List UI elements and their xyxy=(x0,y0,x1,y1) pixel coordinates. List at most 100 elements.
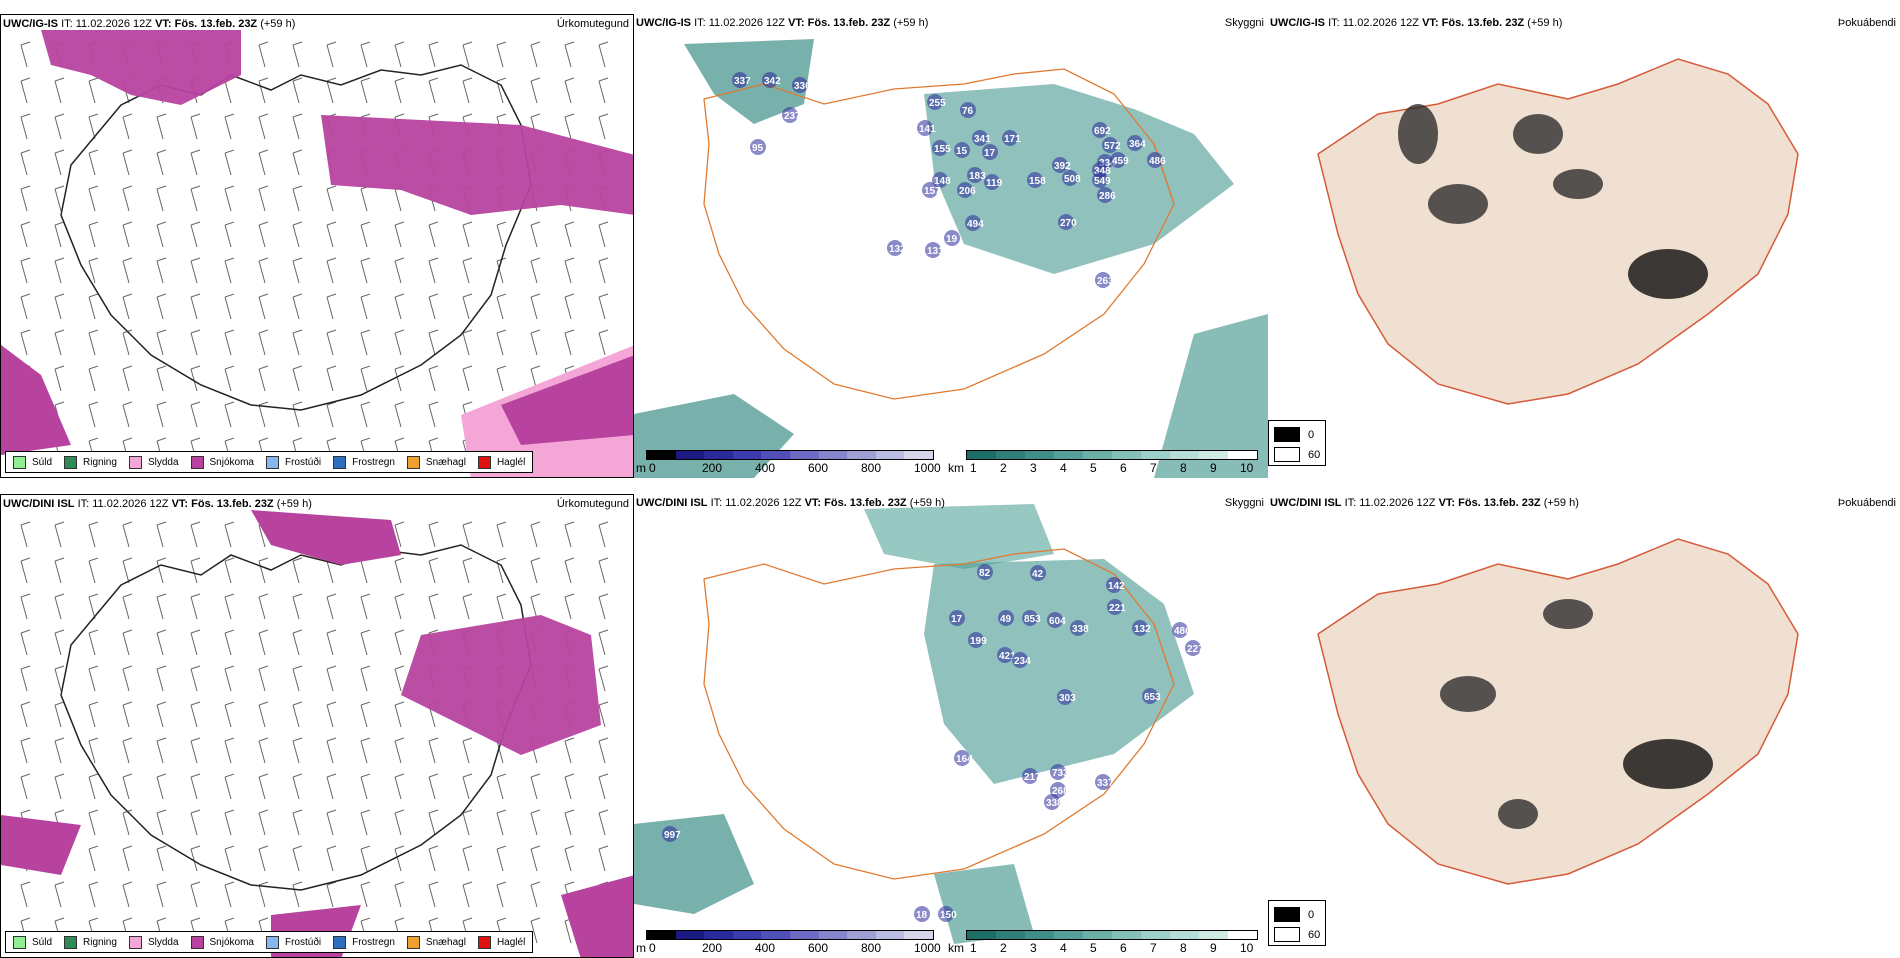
colorbar-tick: 0 xyxy=(649,461,656,475)
wind-barb xyxy=(428,848,436,872)
wind-barb-tick xyxy=(428,521,439,526)
cloud-base-label: 336 xyxy=(794,81,811,92)
wind-barb xyxy=(54,152,62,176)
wind-barb xyxy=(598,560,606,584)
wind-barb-tick xyxy=(224,917,235,922)
wind-barb-tick xyxy=(394,365,405,370)
wind-barb-tick xyxy=(292,293,303,298)
cloud-base-dot xyxy=(732,72,748,88)
panel-title: Þokuábendi xyxy=(1837,497,1896,509)
cloud-base-dot xyxy=(1022,610,1038,626)
wind-barb xyxy=(496,80,504,104)
wind-barb xyxy=(224,884,232,908)
wind-barb-tick xyxy=(394,293,405,298)
fog-legend-row: 60 xyxy=(1274,447,1320,462)
wind-barb xyxy=(224,668,232,692)
legend-item: Snæhagl xyxy=(406,935,466,949)
wind-barb xyxy=(88,596,96,620)
wind-barb-tick xyxy=(224,329,235,334)
wind-barb xyxy=(258,596,266,620)
wind-barb xyxy=(292,776,300,800)
wind-barb xyxy=(54,884,62,908)
wind-barb xyxy=(360,560,368,584)
wind-barb-tick xyxy=(428,557,439,562)
cloud-base-dot xyxy=(782,107,798,123)
legend-swatch xyxy=(13,455,26,469)
wind-barb xyxy=(496,260,504,284)
legend-label: Rigning xyxy=(83,456,117,468)
wind-barb-tick xyxy=(190,557,201,562)
colorbar-tick: 3 xyxy=(1030,941,1037,955)
wind-barb xyxy=(326,560,334,584)
wind-barb-tick xyxy=(496,809,507,814)
wind-barb xyxy=(326,188,334,212)
wind-barb xyxy=(462,260,470,284)
wind-barb xyxy=(190,404,198,428)
legend-item: Súld xyxy=(13,455,52,469)
fog-legend-label: 60 xyxy=(1308,448,1321,461)
wind-barb xyxy=(496,524,504,548)
wind-barb xyxy=(20,704,28,728)
wind-barb xyxy=(258,116,266,140)
wind-barb xyxy=(190,188,198,212)
wind-barb-tick xyxy=(292,329,303,334)
wind-barb xyxy=(88,260,96,284)
wind-barb xyxy=(190,332,198,356)
wind-barb xyxy=(122,368,130,392)
wind-barb xyxy=(326,80,334,104)
wind-barb-tick xyxy=(428,77,439,82)
wind-barb-tick xyxy=(190,365,201,370)
wind-barb-tick xyxy=(530,293,541,298)
fog-legend-row: 0 xyxy=(1274,907,1314,922)
colorbar-tick: 2 xyxy=(1000,941,1007,955)
wind-barb xyxy=(156,368,164,392)
cloud-base-dot xyxy=(1044,794,1060,810)
cloud-base-label: 234 xyxy=(1014,656,1031,667)
wind-barb xyxy=(428,44,436,68)
wind-barb xyxy=(428,740,436,764)
wind-barb-tick xyxy=(88,185,99,190)
wind-barb-tick xyxy=(360,809,371,814)
wind-barb-tick xyxy=(122,665,133,670)
colorbar-tick: 200 xyxy=(702,941,723,955)
wind-barb xyxy=(360,80,368,104)
wind-barb-tick xyxy=(462,557,473,562)
wind-barb-tick xyxy=(54,521,65,526)
panel-title: Skyggni xyxy=(1224,17,1264,29)
visibility-colorbar: km 1 2 3 4 5 6 7 8 9 10 xyxy=(948,450,1258,476)
wind-barb-tick xyxy=(190,149,201,154)
wind-barb xyxy=(394,776,402,800)
wind-barb-tick xyxy=(156,593,167,598)
wind-barb-tick xyxy=(190,593,201,598)
colorbar-tick: 600 xyxy=(808,941,829,955)
legend-label: Haglél xyxy=(496,456,526,468)
cloud-base-dot xyxy=(1095,272,1111,288)
legend-label: Frostregn xyxy=(352,936,395,948)
wind-barb-tick xyxy=(224,593,235,598)
legend-item: Rigning xyxy=(64,935,117,949)
wind-barb xyxy=(20,632,28,656)
wind-barb-tick xyxy=(428,917,439,922)
wind-barb-tick xyxy=(20,41,31,46)
colorbar-tick: 3 xyxy=(1030,461,1037,475)
colorbar-segment xyxy=(1054,451,1083,459)
wind-barb-tick xyxy=(428,773,439,778)
wind-barb xyxy=(462,596,470,620)
colorbar-segment xyxy=(704,931,733,939)
wind-barb xyxy=(428,524,436,548)
colorbar-tick: 400 xyxy=(755,461,776,475)
wind-barb-tick xyxy=(156,365,167,370)
wind-barb xyxy=(530,332,538,356)
legend-swatch xyxy=(333,455,347,469)
wind-barb-tick xyxy=(496,557,507,562)
colorbar-segment xyxy=(1141,451,1170,459)
visibility-panel-row2: UWC/DINI ISL IT: 11.02.2026 12Z VT: Fös.… xyxy=(634,494,1268,958)
precip-panel-row1: UWC/IG-IS IT: 11.02.2026 12Z VT: Fös. 13… xyxy=(0,14,634,478)
legend-swatch xyxy=(128,455,142,469)
wind-barb-tick xyxy=(496,593,507,598)
cloud-base-dot xyxy=(1097,187,1113,203)
wind-barb xyxy=(122,224,130,248)
wind-barb-tick xyxy=(428,329,439,334)
wind-barb xyxy=(530,848,538,872)
cloud-base-dot xyxy=(922,182,938,198)
